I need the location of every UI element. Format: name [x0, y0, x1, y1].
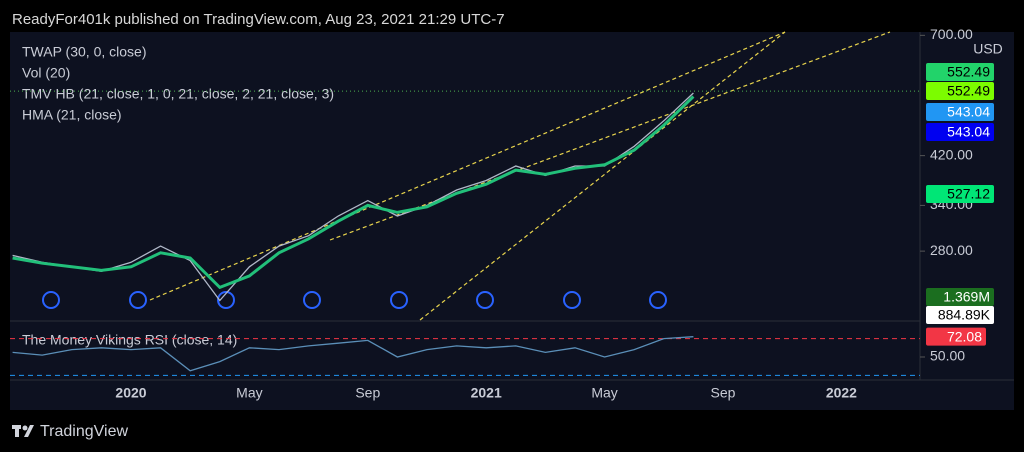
series-line	[12, 336, 694, 372]
x-tick-label: 2020	[115, 385, 146, 401]
series-line	[12, 95, 695, 290]
dividend-icon	[649, 291, 667, 309]
price-tag-label: 1.369M	[943, 289, 990, 305]
indicator-label: HMA (21, close)	[22, 107, 122, 123]
logo-shape	[15, 425, 19, 437]
trend-line	[419, 31, 786, 321]
x-tick-label: Sep	[355, 385, 380, 401]
last-value-label: 72.08	[947, 328, 982, 344]
price-tag-label: 884.89K	[938, 307, 991, 323]
price-tag	[926, 63, 994, 81]
publish-header: ReadyFor401k published on TradingView.co…	[12, 11, 505, 28]
chart-area	[10, 32, 1014, 410]
price-tag-label: 527.12	[947, 186, 990, 202]
indicator-label: Vol (20)	[22, 65, 70, 81]
trend-line	[329, 31, 891, 241]
price-tag-label: 552.49	[947, 83, 990, 99]
footer-brand: TradingView	[40, 423, 128, 440]
logo-shape	[24, 425, 34, 437]
price-tag-label: 543.04	[947, 104, 990, 120]
dividend-icon	[303, 291, 321, 309]
x-tick-label: May	[236, 385, 262, 401]
price-tag	[926, 288, 994, 306]
indicator-legend: TWAP (30, 0, close) Vol (20) TMV HB (21,…	[22, 44, 334, 123]
y-tick-label: 50.00	[930, 348, 965, 364]
dividend-icon	[476, 291, 494, 309]
x-tick-label: 2021	[471, 385, 502, 401]
indicator-label: TWAP (30, 0, close)	[22, 44, 146, 60]
price-tag	[926, 123, 994, 141]
dividend-markers	[42, 291, 667, 309]
y-tick-label: 280.00	[930, 242, 973, 258]
price-tag-label: 543.04	[947, 124, 990, 140]
dividend-icon	[42, 291, 60, 309]
x-tick-label: 2022	[826, 385, 857, 401]
dividend-icon	[390, 291, 408, 309]
rsi-title: The Money Vikings RSI (close, 14)	[22, 332, 237, 348]
currency-label: USD	[973, 41, 1003, 57]
trend-lines	[149, 31, 891, 321]
last-value-tag	[926, 327, 986, 346]
series-line	[12, 92, 694, 302]
y-tick-label: 420.00	[930, 146, 973, 162]
x-tick-label: Sep	[711, 385, 736, 401]
y-tick-label: 700.00	[930, 26, 973, 42]
price-tag	[926, 306, 994, 324]
price-tag	[926, 82, 994, 100]
dividend-icon	[563, 291, 581, 309]
dividend-icon	[217, 291, 235, 309]
logo-shape	[22, 425, 28, 431]
price-tag	[926, 103, 994, 121]
dividend-icon	[129, 291, 147, 309]
indicator-label: TMV HB (21, close, 1, 0, 21, close, 2, 2…	[22, 86, 334, 102]
x-tick-label: May	[591, 385, 617, 401]
logo	[12, 425, 34, 437]
price-tag	[926, 185, 994, 203]
price-tag-label: 552.49	[947, 64, 990, 80]
trend-line	[149, 31, 786, 301]
